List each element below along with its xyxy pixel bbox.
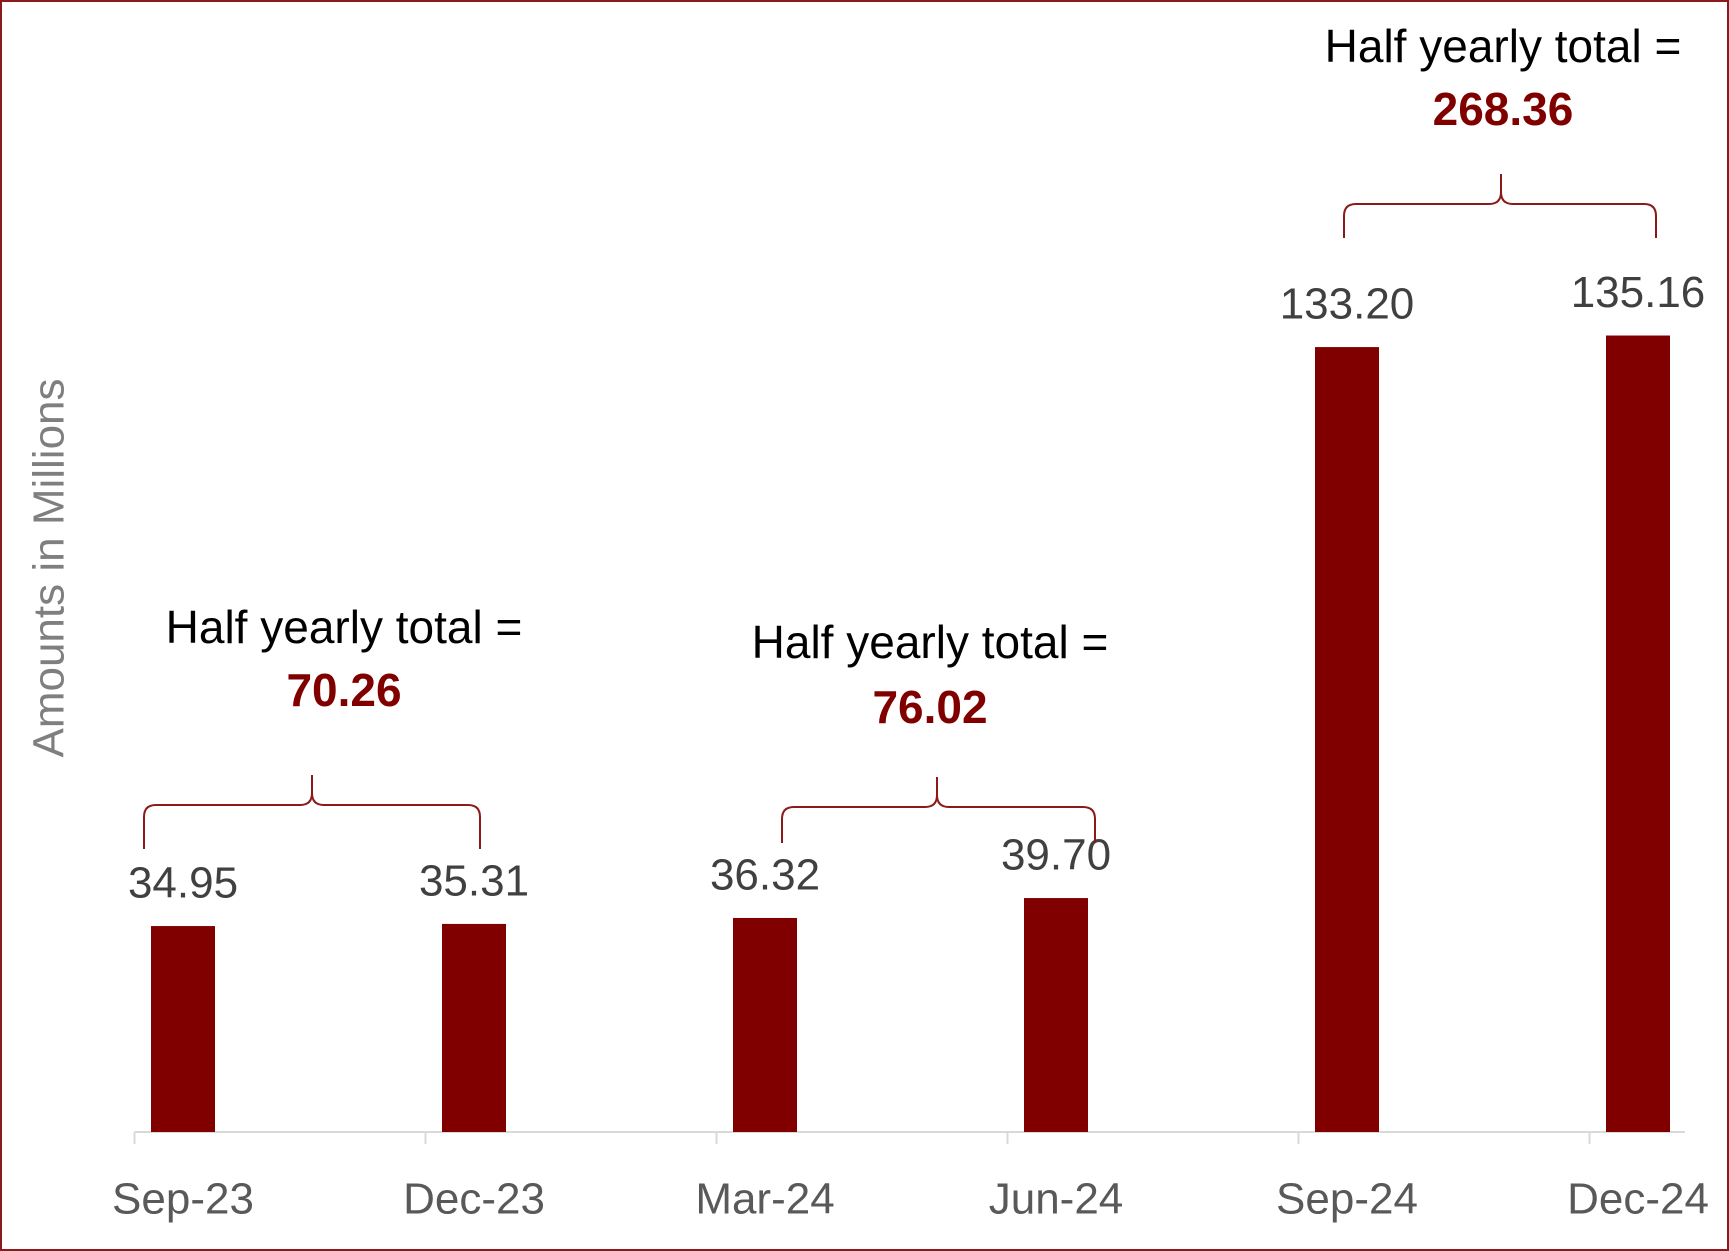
x-tick-label: Jun-24	[989, 1175, 1124, 1224]
value-label: 135.16	[1571, 268, 1706, 317]
bar	[1606, 335, 1670, 1132]
bracket	[1343, 174, 1657, 238]
bar	[733, 917, 797, 1132]
bar	[1024, 898, 1088, 1132]
annotation-value: 268.36	[1433, 83, 1574, 135]
annotation-value: 70.26	[286, 664, 401, 716]
annotation-text: Half yearly total =	[1325, 20, 1682, 72]
x-tick-label: Dec-24	[1567, 1175, 1709, 1224]
bar	[151, 926, 215, 1132]
bracket	[143, 775, 481, 849]
annotation-value: 76.02	[872, 681, 987, 733]
y-axis-title: Amounts in Millions	[25, 378, 74, 757]
value-label: 36.32	[710, 851, 820, 900]
annotation-text: Half yearly total =	[752, 616, 1109, 668]
value-label: 35.31	[419, 857, 529, 906]
x-tick-label: Sep-23	[112, 1175, 254, 1224]
bracket	[781, 777, 1096, 843]
bar	[442, 923, 506, 1132]
annotation-text: Half yearly total =	[166, 601, 523, 653]
value-label: 34.95	[128, 859, 238, 908]
x-tick-label: Dec-23	[403, 1175, 545, 1224]
x-tick-label: Sep-24	[1276, 1175, 1418, 1224]
x-tick-label: Mar-24	[695, 1175, 834, 1224]
bar	[1315, 347, 1379, 1133]
value-label: 133.20	[1280, 280, 1415, 329]
value-label: 39.70	[1001, 831, 1111, 880]
